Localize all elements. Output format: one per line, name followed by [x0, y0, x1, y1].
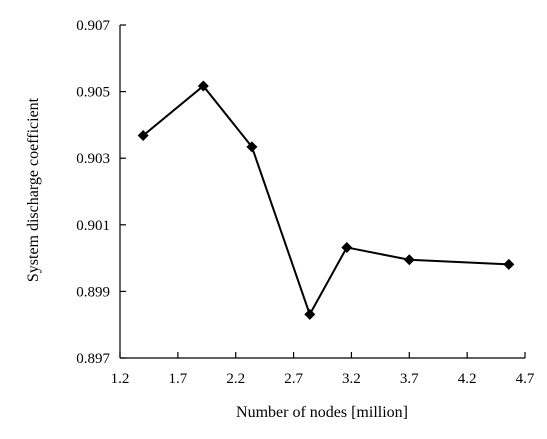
x-tick-label: 3.7: [400, 371, 419, 387]
y-tick-label: 0.897: [76, 351, 110, 367]
y-ticks: 0.897 0.899 0.901 0.903 0.905 0.907: [76, 18, 126, 367]
series: [137, 80, 515, 320]
y-axis-title: System discharge coefficient: [25, 97, 42, 282]
data-point: [403, 254, 415, 266]
data-point: [304, 308, 316, 320]
x-tick-label: 1.2: [111, 371, 130, 387]
y-tick-label: 0.901: [76, 218, 110, 234]
y-tick-label: 0.905: [76, 85, 110, 101]
data-point: [341, 241, 353, 253]
y-tick-label: 0.899: [76, 284, 110, 300]
x-ticks: 1.2 1.7 2.2 2.7 3.2 3.7 4.2 4.7: [111, 352, 535, 387]
data-point: [137, 130, 149, 142]
axes: [119, 25, 525, 359]
x-tick-label: 3.2: [342, 371, 361, 387]
x-tick-label: 1.7: [168, 371, 187, 387]
x-tick-label: 2.2: [226, 371, 245, 387]
x-tick-label: 4.7: [516, 371, 535, 387]
data-point: [246, 141, 258, 153]
x-axis-title: Number of nodes [million]: [236, 404, 408, 421]
y-tick-label: 0.907: [76, 18, 110, 34]
data-point: [503, 258, 515, 270]
x-tick-label: 4.2: [458, 371, 477, 387]
x-tick-label: 2.7: [284, 371, 303, 387]
y-tick-label: 0.903: [76, 151, 110, 167]
series-line: [142, 84, 509, 317]
data-point: [197, 80, 209, 92]
